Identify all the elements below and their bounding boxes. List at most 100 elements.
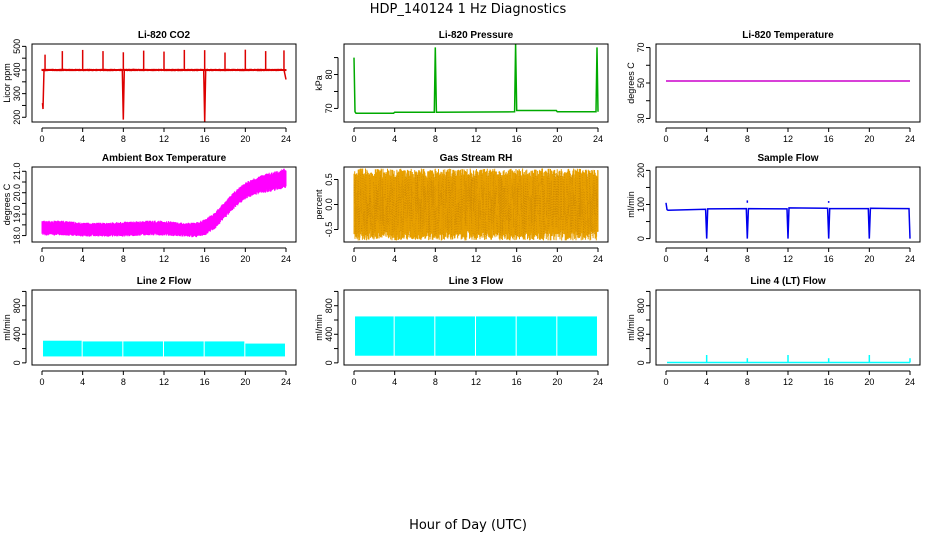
flow-segment-2 xyxy=(394,316,435,356)
y-tick-label: 0 xyxy=(12,360,22,365)
y-axis-title: percent xyxy=(314,189,324,220)
x-tick-label: 20 xyxy=(552,134,562,144)
x-tick-label: 16 xyxy=(824,134,834,144)
y-axis-title: ml/min xyxy=(626,314,636,341)
x-tick-label: 0 xyxy=(39,254,44,264)
x-tick-label: 0 xyxy=(39,377,44,387)
x-axis: 0 4 8 12 16 20 24 xyxy=(663,247,915,264)
panel-5: Gas Stream RH percent 0 4 8 12 16 20 24 -0.5 0.0 0.… xyxy=(314,153,609,264)
x-tick-label: 8 xyxy=(745,254,750,264)
x-tick-label: 8 xyxy=(121,134,126,144)
y-tick-label: 800 xyxy=(324,298,334,313)
panel-2: Li-820 Pressure kPa 0 4 8 12 16 20 24 70 80 xyxy=(314,30,609,144)
x-tick-label: 16 xyxy=(512,254,522,264)
panel-6: Sample Flow ml/min 0 4 8 12 16 20 24 0 100 200 xyxy=(626,153,921,264)
x-tick-label: 4 xyxy=(704,134,709,144)
data-marks xyxy=(353,44,599,114)
x-tick-label: 24 xyxy=(281,134,291,144)
x-tick-label: 0 xyxy=(39,134,44,144)
panel-title: Li-820 CO2 xyxy=(138,30,191,41)
x-tick-label: 4 xyxy=(80,254,85,264)
data-marks xyxy=(41,49,287,122)
x-tick-label: 16 xyxy=(512,134,522,144)
x-tick-label: 24 xyxy=(593,134,603,144)
panel-3: Li-820 Temperature degrees C 0 4 8 12 16 20 24 30… xyxy=(626,30,921,144)
x-tick-label: 8 xyxy=(433,134,438,144)
data-marks xyxy=(355,316,597,356)
x-tick-label: 12 xyxy=(783,254,793,264)
x-tick-label: 20 xyxy=(552,254,562,264)
x-tick-label: 16 xyxy=(200,254,210,264)
x-tick-label: 12 xyxy=(159,377,169,387)
panel-title: Sample Flow xyxy=(757,153,818,164)
y-tick-label: -0.5 xyxy=(324,222,334,238)
panel-8: Line 3 Flow ml/min 0 4 8 12 16 20 24 0 400 800 xyxy=(314,276,609,387)
x-tick-label: 8 xyxy=(745,377,750,387)
x-axis: 0 4 8 12 16 20 24 xyxy=(663,370,915,387)
x-tick-label: 12 xyxy=(159,134,169,144)
plot-frame xyxy=(655,289,921,366)
data-marks xyxy=(667,355,911,364)
y-axis-title: degrees C xyxy=(2,183,12,225)
x-tick-label: 8 xyxy=(433,254,438,264)
flow-segment-6 xyxy=(245,343,285,357)
y-tick-label: 30 xyxy=(636,113,646,123)
panel-9: Line 4 (LT) Flow ml/min 0 4 8 12 16 20 24 0 400 800 xyxy=(626,276,921,387)
x-tick-label: 8 xyxy=(433,377,438,387)
x-tick-label: 20 xyxy=(240,254,250,264)
x-tick-label: 24 xyxy=(593,377,603,387)
panel-title: Line 4 (LT) Flow xyxy=(750,276,826,287)
x-tick-label: 24 xyxy=(905,377,915,387)
y-tick-label: 500 xyxy=(12,39,22,54)
x-tick-label: 4 xyxy=(704,254,709,264)
x-tick-label: 0 xyxy=(663,254,668,264)
series-band xyxy=(41,168,287,238)
x-tick-label: 8 xyxy=(121,377,126,387)
y-tick-label: 70 xyxy=(636,43,646,53)
x-tick-label: 16 xyxy=(824,254,834,264)
y-tick-label: 100 xyxy=(636,197,646,212)
x-tick-label: 12 xyxy=(783,134,793,144)
x-axis: 0 4 8 12 16 20 24 xyxy=(351,127,603,144)
x-tick-label: 12 xyxy=(471,254,481,264)
data-marks xyxy=(353,168,599,241)
y-tick-label: 21.0 xyxy=(12,163,22,181)
y-axis: 0 400 800 xyxy=(12,290,27,365)
x-tick-label: 24 xyxy=(905,254,915,264)
y-axis: 18.0 19.0 20.0 21.0 xyxy=(12,163,27,244)
panel-title: Line 2 Flow xyxy=(137,276,192,287)
flow-segment-3 xyxy=(123,341,163,357)
x-tick-label: 0 xyxy=(351,254,356,264)
y-axis-title: ml/min xyxy=(626,191,636,218)
flow-segment-4 xyxy=(164,341,204,357)
x-tick-label: 4 xyxy=(80,377,85,387)
x-tick-label: 8 xyxy=(745,134,750,144)
y-tick-label: 0.5 xyxy=(324,173,334,186)
plot-frame xyxy=(31,166,297,243)
plot-frame xyxy=(655,166,921,243)
panel-1: Li-820 CO2 Licor ppm 0 4 8 12 16 20 24 200 300 400 5… xyxy=(2,30,297,144)
x-tick-label: 4 xyxy=(392,254,397,264)
series-line xyxy=(665,202,911,239)
series-line xyxy=(41,68,287,122)
y-tick-label: 400 xyxy=(12,62,22,77)
x-tick-label: 12 xyxy=(159,254,169,264)
flow-segment-5 xyxy=(516,316,557,356)
y-tick-label: 80 xyxy=(324,70,334,80)
y-axis: 0 400 800 xyxy=(636,290,651,365)
flow-segment-1 xyxy=(43,340,82,357)
x-tick-label: 20 xyxy=(240,377,250,387)
x-tick-label: 16 xyxy=(200,377,210,387)
series-band-detail xyxy=(353,172,599,237)
x-tick-label: 0 xyxy=(351,134,356,144)
y-axis: 0 100 200 xyxy=(636,163,651,241)
y-tick-label: 800 xyxy=(12,298,22,313)
plot-frame xyxy=(655,43,921,123)
y-axis: 30 50 70 xyxy=(636,43,651,123)
x-tick-label: 24 xyxy=(905,134,915,144)
x-tick-label: 16 xyxy=(824,377,834,387)
plot-frame xyxy=(343,289,609,366)
flow-segment-2 xyxy=(82,341,123,357)
x-tick-label: 24 xyxy=(281,254,291,264)
x-tick-label: 4 xyxy=(392,134,397,144)
